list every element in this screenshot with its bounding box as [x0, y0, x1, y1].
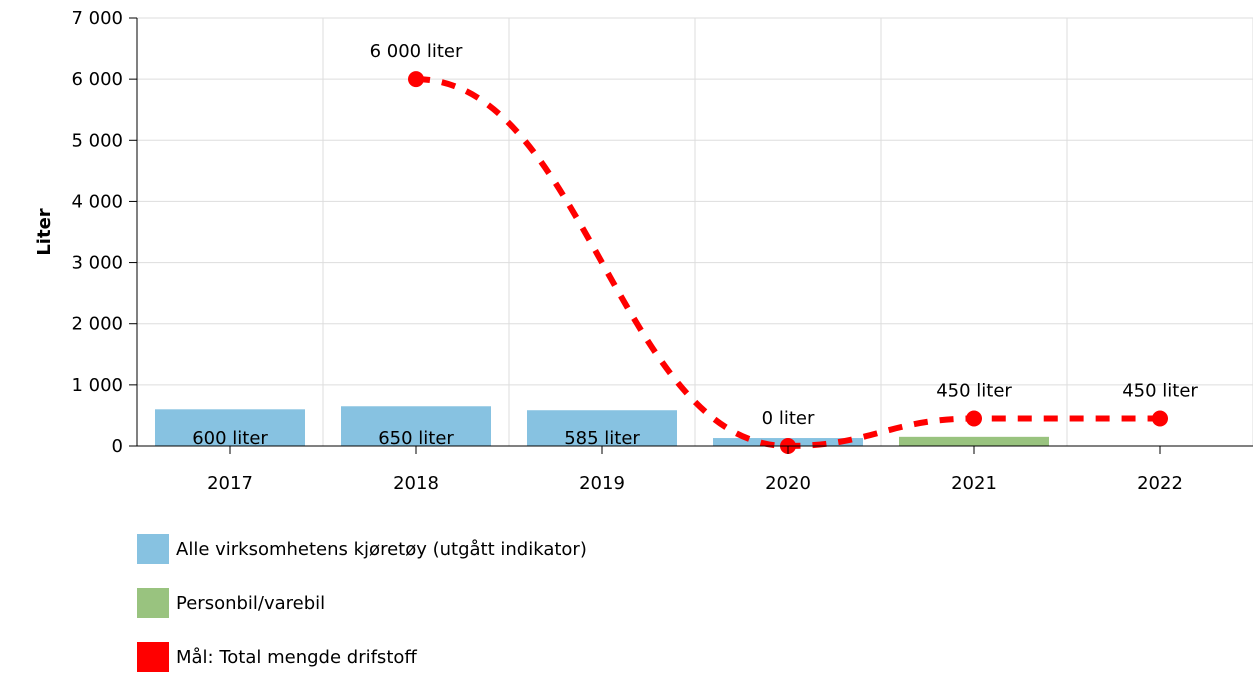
goal-data-label: 450 liter [1122, 380, 1198, 401]
bar-data-label: 600 liter [192, 428, 268, 449]
x-tick-label: 2021 [951, 473, 997, 494]
y-tick-label: 2 000 [71, 314, 123, 335]
bar [899, 436, 1049, 446]
grid [137, 17, 1253, 447]
bar-data-label: 650 liter [378, 428, 454, 449]
goal-data-label: 0 liter [762, 408, 815, 429]
y-tick-label: 5 000 [71, 130, 123, 151]
legend-swatch [137, 534, 169, 564]
x-tick-label: 2018 [393, 473, 439, 494]
bars [155, 406, 1049, 446]
axes: 0 1 000 2 000 3 000 4 000 5 000 6 000 7 000 2017… [71, 8, 1253, 494]
x-tick-label: 2022 [1137, 473, 1183, 494]
bar-data-label: 585 liter [564, 428, 640, 449]
y-tick-label: 4 000 [71, 191, 123, 212]
y-tick-label: 0 [112, 436, 123, 457]
goal-data-label: 6 000 liter [370, 41, 463, 62]
legend-item: Mål: Total mengde drifstoff [137, 642, 587, 672]
legend: Alle virksomhetens kjøretøy (utgått indi… [137, 534, 587, 696]
legend-label: Alle virksomhetens kjøretøy (utgått indi… [176, 538, 587, 560]
y-tick-label: 1 000 [71, 375, 123, 396]
legend-swatch [137, 642, 169, 672]
chart: 0 1 000 2 000 3 000 4 000 5 000 6 000 7 000 2017… [34, 8, 1253, 494]
bar [155, 409, 305, 446]
x-tick-label: 2020 [765, 473, 811, 494]
bar [527, 410, 677, 446]
x-tick-label: 2017 [207, 473, 253, 494]
goal-point [408, 71, 424, 88]
legend-swatch [137, 588, 169, 618]
goal-point [966, 410, 982, 427]
bar [341, 406, 491, 446]
x-tick-label: 2019 [579, 473, 625, 494]
data-labels: 600 liter 650 liter 585 liter 6 000 liter 0 … [192, 41, 1198, 449]
y-tick-label: 6 000 [71, 69, 123, 90]
y-axis-title: Liter [34, 208, 55, 255]
y-tick-label: 3 000 [71, 253, 123, 274]
goal-point [1152, 410, 1168, 427]
goal-data-label: 450 liter [936, 380, 1012, 401]
legend-label: Personbil/varebil [176, 592, 326, 614]
legend-item: Personbil/varebil [137, 588, 587, 618]
y-tick-label: 7 000 [71, 8, 123, 29]
legend-item: Alle virksomhetens kjøretøy (utgått indi… [137, 534, 587, 564]
legend-label: Mål: Total mengde drifstoff [176, 646, 417, 668]
